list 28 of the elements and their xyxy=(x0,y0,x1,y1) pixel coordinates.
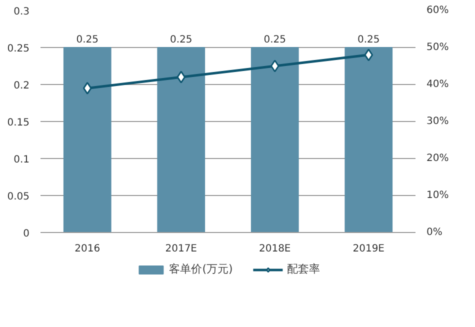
x-tick-label: 2016 xyxy=(74,244,100,254)
y-tick-label: 0 xyxy=(23,228,30,240)
y2-tick-label: 10% xyxy=(426,190,449,201)
y2-tick-label: 0% xyxy=(426,227,442,238)
data-label: 0.25 xyxy=(170,34,192,46)
x-tick-label: 2018E xyxy=(258,244,291,254)
legend-label: 配套率 xyxy=(286,262,320,276)
y2-tick-label: 30% xyxy=(426,116,449,127)
point xyxy=(176,70,186,84)
data-label: 0.25 xyxy=(357,34,380,46)
y2-tick-label: 60% xyxy=(426,5,449,16)
y2-tick-label: 20% xyxy=(426,153,449,164)
y-tick-label: 0.25 xyxy=(7,44,30,54)
point xyxy=(82,82,92,94)
y2-tick-label: 50% xyxy=(426,42,449,53)
y-tick-label: 0.15 xyxy=(7,118,30,128)
point xyxy=(364,48,374,62)
x-tick-label: 2017E xyxy=(165,244,198,254)
data-label: 0.25 xyxy=(264,34,286,46)
y-tick-label: 0.1 xyxy=(14,154,30,166)
y-tick-label: 0.3 xyxy=(14,6,30,18)
point xyxy=(270,60,280,72)
y2-tick-label: 40% xyxy=(426,79,449,90)
legend-label: 客单价(万元) xyxy=(169,262,233,276)
y-tick-label: 0.2 xyxy=(14,80,30,92)
data-label: 0.25 xyxy=(76,34,99,46)
x-tick-label: 2019E xyxy=(352,244,385,254)
y-tick-label: 0.05 xyxy=(7,192,30,202)
